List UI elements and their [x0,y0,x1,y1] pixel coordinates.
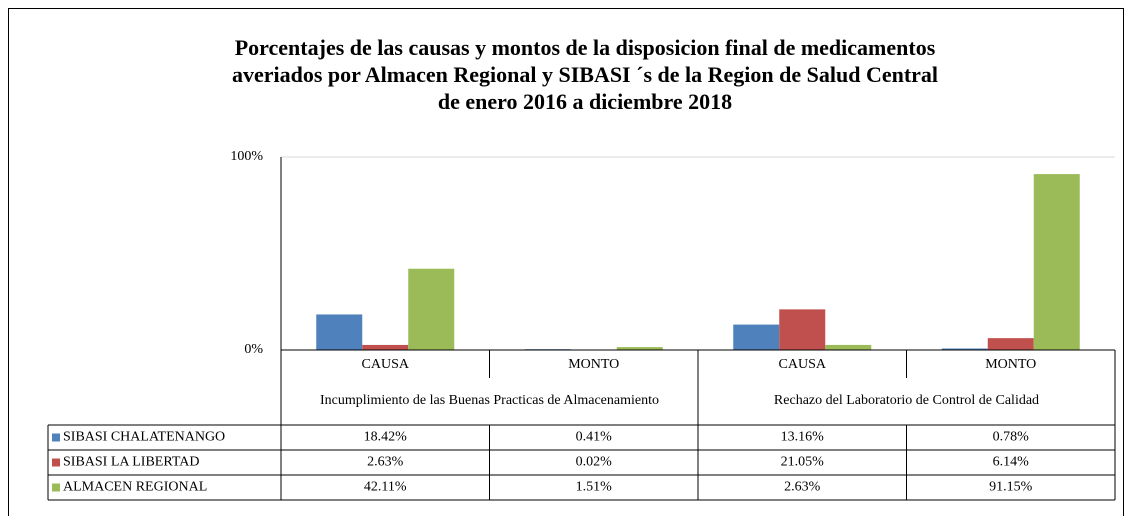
bar [733,324,780,350]
bar [825,344,872,350]
x-tick-label: MONTO [568,357,619,372]
value-label: 42.11% [364,480,407,495]
chart-title: de enero 2016 a diciembre 2018 [438,89,732,114]
x-tick-label: CAUSA [362,357,410,372]
legend-key [52,483,60,492]
legend-label: SIBASI LA LIBERTAD [63,455,200,470]
bar [616,347,663,350]
value-label: 2.63% [784,480,821,495]
legend-key [52,433,60,442]
category-group-label: Rechazo del Laboratorio de Control de Ca… [774,393,1039,408]
legend-label: ALMACEN REGIONAL [63,480,207,495]
bar [408,268,455,350]
value-label: 2.63% [367,455,404,470]
y-tick-label: 0% [244,342,263,357]
x-tick-label: CAUSA [779,357,827,372]
value-label: 0.41% [576,430,613,445]
bar [1033,174,1080,350]
bar [987,338,1034,350]
value-label: 18.42% [364,430,408,445]
value-label: 13.16% [781,430,825,445]
bar [779,309,826,350]
y-tick-label: 100% [230,149,263,164]
chart-title: averiados por Almacen Regional y SIBASI … [232,62,938,87]
value-label: 0.02% [576,455,613,470]
value-label: 1.51% [576,480,613,495]
x-tick-label: MONTO [985,357,1036,372]
chart-border [8,8,1124,516]
bar [941,348,988,350]
value-label: 6.14% [993,455,1030,470]
legend-key [52,458,60,467]
value-label: 21.05% [781,455,825,470]
category-group-label: Incumplimiento de las Buenas Practicas d… [320,393,659,408]
value-label: 0.78% [993,430,1030,445]
bar [362,344,409,350]
legend-label: SIBASI CHALATENANGO [63,430,225,445]
chart-title: Porcentajes de las causas y montos de la… [235,35,936,60]
value-label: 91.15% [989,480,1033,495]
bar [316,314,363,350]
